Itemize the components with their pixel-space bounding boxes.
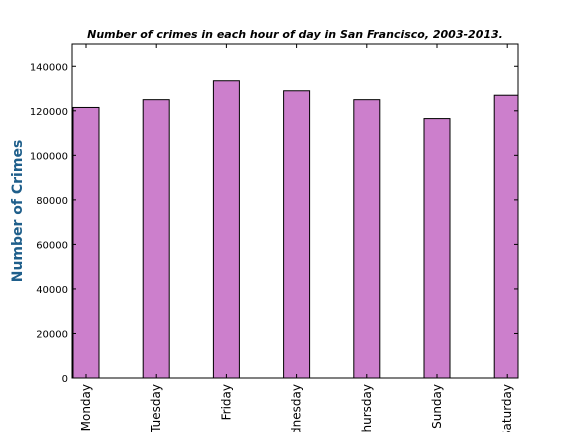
x-tick-labels: Monday Tuesday Friday Wednesday Thursday Sund… xyxy=(79,384,514,432)
y-tick-label: 0 xyxy=(62,374,68,385)
bar-thursday xyxy=(353,99,381,378)
bar-friday xyxy=(212,80,240,378)
y-tick-label: 120000 xyxy=(30,107,68,118)
y-tick-label: 20000 xyxy=(36,329,68,340)
bars-group xyxy=(72,80,518,378)
y-tick-label: 80000 xyxy=(36,196,68,207)
x-tick-label-tuesday: Tuesday xyxy=(149,384,163,432)
x-tick-label-monday: Monday xyxy=(79,384,93,431)
bar-sunday xyxy=(423,118,451,378)
y-tick-label: 40000 xyxy=(36,285,68,296)
bar-saturday xyxy=(493,94,518,378)
x-tick-label-saturday: Saturday xyxy=(500,384,514,432)
plot-frame xyxy=(71,43,519,379)
y-tick-label: 60000 xyxy=(36,240,68,251)
y-axis-label: Number of Crimes xyxy=(10,140,26,283)
chart-title: Number of crimes in each hour of day in … xyxy=(87,28,503,41)
bar-wednesday xyxy=(283,90,311,378)
x-tick-label-sunday: Sunday xyxy=(430,384,444,429)
x-tick-label-wednesday: Wednesday xyxy=(290,384,304,432)
y-tick-label: 100000 xyxy=(30,151,68,162)
bar-tuesday xyxy=(142,99,170,378)
ticks-group: 0 20000 40000 60000 80000 100000 120000 140000 xyxy=(30,44,518,385)
x-tick-label-friday: Friday xyxy=(219,384,233,420)
x-tick-label-thursday: Thursday xyxy=(360,384,374,432)
bar-monday xyxy=(72,106,100,378)
y-tick-label: 140000 xyxy=(30,62,68,73)
